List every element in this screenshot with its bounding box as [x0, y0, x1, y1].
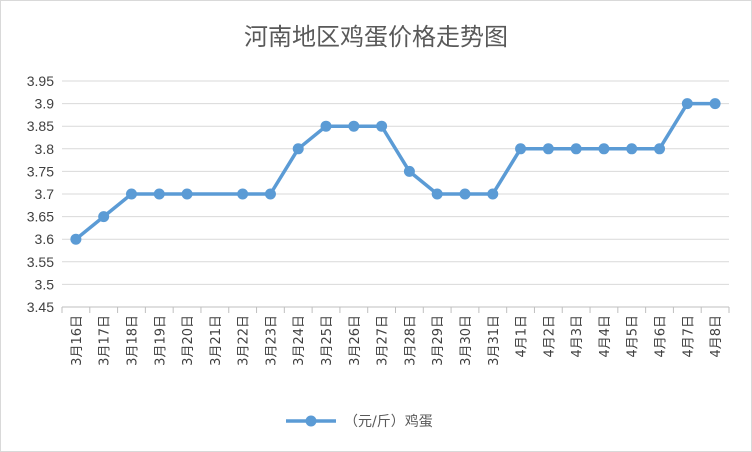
x-tick-label: 3月22日: [237, 315, 252, 366]
data-point: [376, 120, 388, 132]
data-point: [515, 143, 527, 155]
y-tick-label: 3.7: [35, 186, 55, 202]
data-point: [570, 143, 582, 155]
data-point: [598, 143, 610, 155]
x-tick-label: 3月20日: [181, 315, 196, 366]
data-point: [237, 188, 249, 200]
data-point: [320, 120, 332, 132]
data-point: [542, 143, 554, 155]
x-tick-label: 3月26日: [348, 315, 363, 366]
data-point: [153, 188, 165, 200]
y-tick-label: 3.95: [27, 73, 54, 89]
legend: （元/斤）鸡蛋: [286, 413, 433, 430]
x-tick-label: 4月5日: [626, 315, 641, 358]
x-tick-label: 3月27日: [376, 315, 391, 366]
x-tick-label: 4月6日: [654, 315, 669, 358]
data-point: [459, 188, 471, 200]
legend-dot-marker: [305, 415, 317, 427]
y-tick-label: 3.55: [27, 254, 54, 270]
x-tick-label: 3月25日: [320, 315, 335, 366]
x-tick-label: 3月17日: [98, 315, 113, 366]
data-point: [709, 98, 721, 110]
x-tick-label: 4月3日: [570, 315, 585, 358]
x-tick-label: 3月21日: [209, 315, 224, 366]
x-tick-label: 3月29日: [431, 315, 446, 366]
x-tick-label: 3月19日: [153, 315, 168, 366]
x-tick-label: 3月28日: [403, 315, 418, 366]
data-point: [348, 120, 360, 132]
y-tick-label: 3.8: [35, 141, 55, 157]
x-tick-label: 4月4日: [598, 315, 613, 358]
data-point: [403, 165, 415, 177]
data-point: [264, 188, 276, 200]
y-tick-label: 3.65: [27, 209, 54, 225]
x-tick-label: 3月24日: [292, 315, 307, 366]
x-tick-label: 3月30日: [459, 315, 474, 366]
data-point: [626, 143, 638, 155]
y-tick-label: 3.85: [27, 118, 54, 134]
data-point: [125, 188, 137, 200]
y-tick-label: 3.6: [35, 231, 55, 247]
data-point: [292, 143, 304, 155]
x-tick-label: 4月2日: [542, 315, 557, 358]
chart-title: 河南地区鸡蛋价格走势图: [244, 23, 508, 51]
data-point: [98, 211, 110, 223]
x-tick-label: 4月7日: [681, 315, 696, 358]
legend-label: （元/斤）鸡蛋: [344, 413, 433, 430]
data-point: [70, 233, 82, 245]
y-tick-label: 3.75: [27, 163, 54, 179]
x-tick-label: 3月23日: [264, 315, 279, 366]
data-point: [654, 143, 666, 155]
x-tick-label: 3月16日: [70, 315, 85, 366]
data-point: [181, 188, 193, 200]
data-point: [431, 188, 443, 200]
x-tick-label: 4月1日: [515, 315, 530, 358]
y-tick-label: 3.9: [35, 96, 55, 112]
y-tick-label: 3.45: [27, 299, 54, 315]
x-axis-tick-labels: 3月16日 3月17日 3月18日 3月19日 3月20日 3月21日 3月22日 3月23日…: [70, 315, 724, 366]
data-point: [681, 98, 693, 110]
y-tick-label: 3.5: [35, 276, 55, 292]
x-tick-label: 3月31日: [487, 315, 502, 366]
data-point: [487, 188, 499, 200]
series-egg-price: [70, 98, 721, 245]
x-tick-label: 3月18日: [125, 315, 140, 366]
x-tick-label: 4月8日: [709, 315, 724, 358]
y-axis-tick-labels: 3.45 3.5 3.55 3.6 3.65 3.7 3.75 3.8 3.85 3.9 3.95: [27, 73, 54, 315]
